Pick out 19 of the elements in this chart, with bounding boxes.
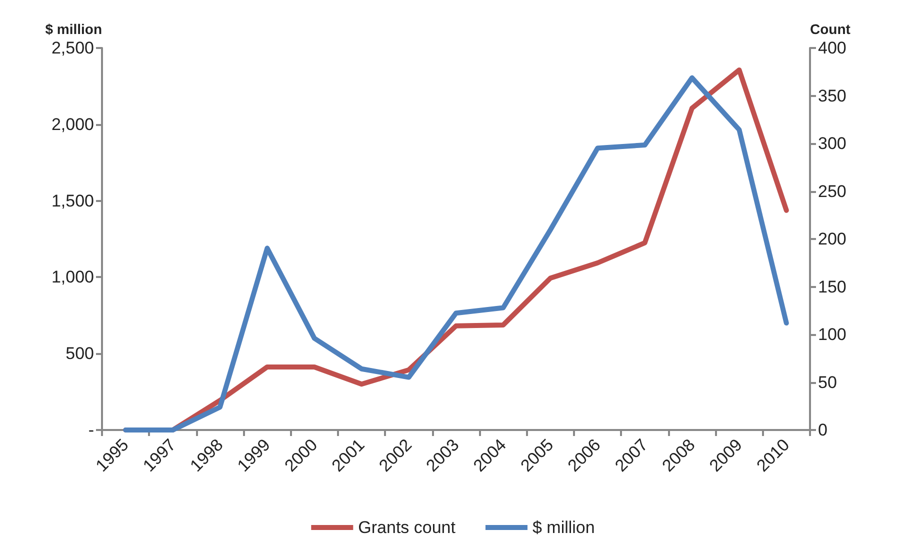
y-tick-label: 2,500 — [51, 38, 94, 58]
y-tick-label: - — [88, 420, 94, 440]
y2-axis-title: Count — [810, 21, 851, 37]
y-tick-label: 2,000 — [51, 114, 94, 134]
y2-tick-label: 300 — [818, 134, 846, 153]
y2-tick-label: 50 — [818, 372, 837, 392]
y2-tick-label: 250 — [818, 182, 846, 201]
y-tick-label: 1,000 — [51, 268, 94, 287]
y2-tick-label: 350 — [818, 86, 846, 106]
y2-tick-label: 0 — [818, 420, 828, 440]
y-axis-title: $ million — [45, 21, 102, 37]
legend-label: Grants count — [358, 518, 456, 537]
y2-tick-label: 400 — [818, 38, 846, 58]
y-tick-label: 500 — [66, 344, 94, 364]
y2-tick-label: 150 — [818, 277, 846, 296]
y2-tick-label: 200 — [818, 230, 846, 248]
y-tick-label: 1,500 — [51, 191, 94, 210]
legend-label: $ million — [532, 518, 595, 537]
y2-tick-label: 100 — [818, 325, 846, 344]
